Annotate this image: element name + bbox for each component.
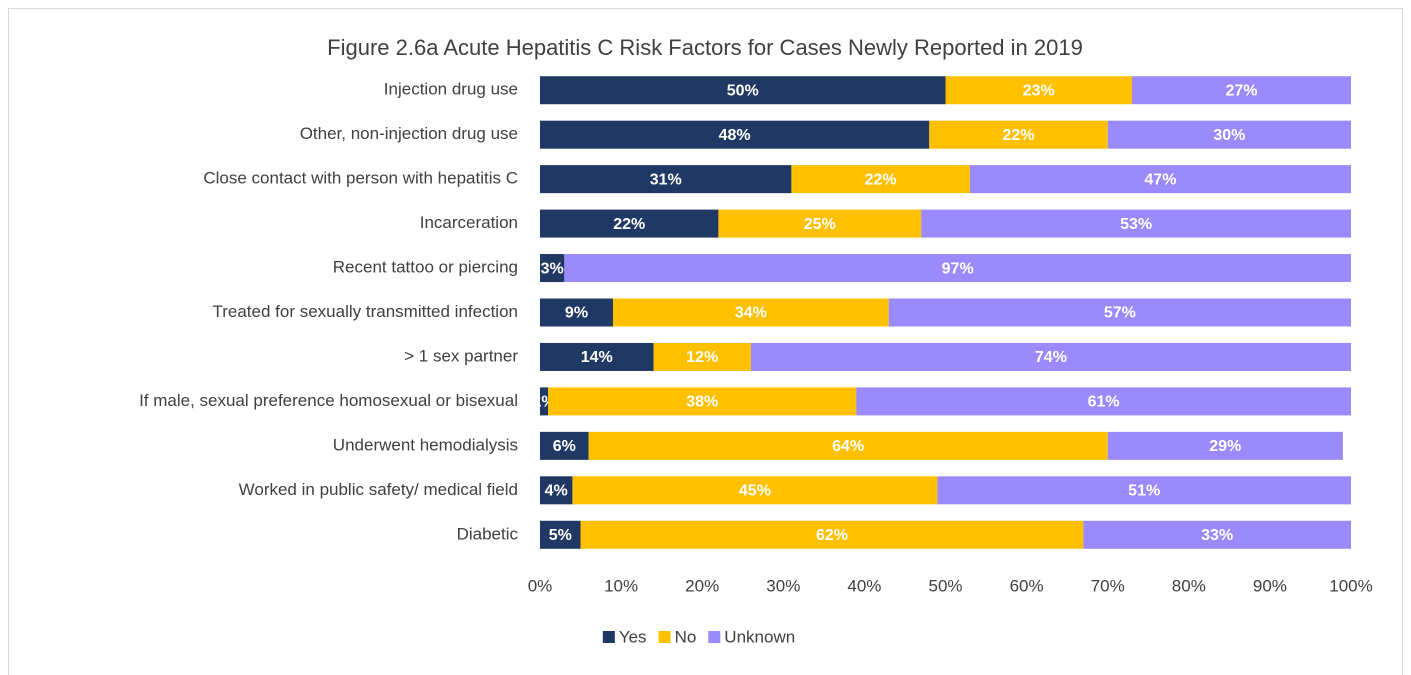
x-tick-label: 50%	[928, 576, 962, 595]
x-tick-label: 30%	[766, 576, 800, 595]
data-label: 64%	[832, 438, 864, 455]
legend-swatch	[708, 631, 721, 643]
bar-segment	[791, 165, 970, 194]
bar-segment	[540, 298, 613, 327]
data-label: 51%	[1128, 483, 1160, 500]
y-tick-label: Incarceration	[420, 213, 518, 232]
data-label: 45%	[739, 483, 771, 500]
y-tick-label: Treated for sexually transmitted infecti…	[212, 302, 518, 321]
bar-segment	[548, 387, 857, 416]
bar-segment	[718, 209, 922, 238]
data-label: 5%	[549, 527, 572, 544]
bar-segment	[888, 298, 1351, 327]
bar-segment	[540, 76, 946, 105]
x-tick-label: 80%	[1172, 576, 1206, 595]
chart-border	[8, 8, 1403, 675]
y-tick-label: > 1 sex partner	[404, 346, 518, 365]
data-label: 22%	[1002, 127, 1034, 144]
bar-segment	[540, 387, 549, 416]
bar-segment	[540, 120, 930, 149]
bar-segment	[921, 209, 1351, 238]
data-label: 3%	[541, 260, 564, 277]
y-tick-label: Other, non-injection drug use	[300, 124, 518, 143]
bar-segment	[564, 254, 1351, 283]
data-label: 25%	[804, 216, 836, 233]
data-label: 31%	[650, 171, 682, 188]
x-tick-label: 10%	[604, 576, 638, 595]
bar-segment	[612, 298, 889, 327]
y-tick-label: Injection drug use	[384, 80, 518, 99]
bar-segment	[540, 431, 589, 460]
data-label: 50%	[727, 82, 759, 99]
data-label: 47%	[1144, 171, 1176, 188]
y-tick-label: Diabetic	[457, 524, 519, 543]
legend-swatch	[602, 631, 615, 643]
bar-segment	[929, 120, 1108, 149]
data-label: 29%	[1209, 438, 1241, 455]
bar-segment	[1083, 520, 1351, 549]
x-tick-label: 0%	[528, 576, 553, 595]
bar-segment	[588, 431, 1108, 460]
bar-segment	[1107, 120, 1351, 149]
data-label: 6%	[553, 438, 576, 455]
legend-label: Unknown	[724, 627, 795, 646]
y-tick-label: Recent tattoo or piercing	[333, 258, 518, 277]
bar-segment	[653, 342, 751, 371]
x-tick-label: 60%	[1010, 576, 1044, 595]
x-tick-label: 70%	[1091, 576, 1125, 595]
data-label: 34%	[735, 305, 767, 322]
data-label: 33%	[1201, 527, 1233, 544]
x-tick-label: 90%	[1253, 576, 1287, 595]
bar-segment	[945, 76, 1133, 105]
x-tick-label: 40%	[847, 576, 881, 595]
bar-segment	[937, 476, 1351, 505]
bar-segment	[540, 165, 792, 194]
data-label: 22%	[865, 171, 897, 188]
legend-label: No	[675, 627, 697, 646]
data-label: 57%	[1104, 305, 1136, 322]
bar-segment	[572, 476, 938, 505]
bar-segment	[540, 520, 581, 549]
bar-segment	[750, 342, 1351, 371]
data-label: 4%	[545, 483, 568, 500]
data-label: 22%	[613, 216, 645, 233]
data-label: 74%	[1035, 349, 1067, 366]
x-tick-label: 100%	[1329, 576, 1372, 595]
bar-segment	[540, 476, 573, 505]
bar-segment	[1107, 431, 1343, 460]
data-label: 14%	[581, 349, 613, 366]
data-label: 61%	[1088, 394, 1120, 411]
bar-segment	[540, 254, 565, 283]
y-tick-label: Close contact with person with hepatitis…	[203, 169, 518, 188]
data-label: 48%	[719, 127, 751, 144]
data-label: 23%	[1023, 82, 1055, 99]
data-label: 38%	[686, 394, 718, 411]
chart-title: Figure 2.6a Acute Hepatitis C Risk Facto…	[327, 35, 1083, 60]
data-label: 12%	[686, 349, 718, 366]
data-label: 27%	[1225, 82, 1257, 99]
bar-segment	[969, 165, 1351, 194]
x-tick-label: 20%	[685, 576, 719, 595]
data-label: 9%	[565, 305, 588, 322]
y-tick-label: Worked in public safety/ medical field	[239, 480, 518, 499]
bar-segment	[540, 342, 654, 371]
bar-segment	[1132, 76, 1351, 105]
data-label: 97%	[942, 260, 974, 277]
data-label: 62%	[816, 527, 848, 544]
bar-segment	[540, 209, 719, 238]
bar-segment	[856, 387, 1351, 416]
data-label: 53%	[1120, 216, 1152, 233]
bar-segment	[580, 520, 1084, 549]
data-label: 30%	[1213, 127, 1245, 144]
legend-swatch	[658, 631, 671, 643]
y-tick-label: Underwent hemodialysis	[333, 435, 518, 454]
y-tick-label: If male, sexual preference homosexual or…	[139, 391, 518, 410]
legend-label: Yes	[619, 627, 647, 646]
